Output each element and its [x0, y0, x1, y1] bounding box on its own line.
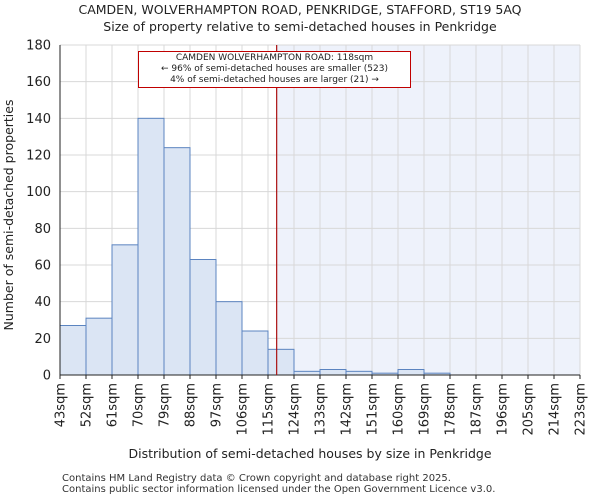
y-tick-label: 60	[34, 259, 51, 274]
histogram-bar	[189, 259, 217, 376]
property-annotation-box: CAMDEN WOLVERHAMPTON ROAD: 118sqm ← 96% …	[138, 51, 411, 88]
histogram-bar	[241, 330, 269, 376]
x-tick-label: 223sqm	[574, 383, 589, 436]
x-tick-label: 43sqm	[54, 383, 69, 427]
x-tick-label: 178sqm	[444, 383, 459, 436]
histogram-bar	[215, 301, 243, 376]
histogram-bar	[59, 325, 87, 376]
y-tick-label: 20	[34, 332, 51, 347]
x-tick-label: 205sqm	[522, 383, 537, 436]
histogram-bar	[293, 370, 321, 376]
x-tick-label: 196sqm	[496, 383, 511, 436]
x-tick-label: 106sqm	[236, 383, 251, 436]
annotation-line-2: ← 96% of semi-detached houses are smalle…	[161, 64, 388, 74]
annotation-line-1: CAMDEN WOLVERHAMPTON ROAD: 118sqm	[175, 53, 374, 63]
x-axis-label: Distribution of semi-detached houses by …	[128, 446, 491, 461]
y-axis-label: Number of semi-detached properties	[1, 100, 16, 331]
histogram-bar	[111, 244, 139, 376]
x-tick-label: 160sqm	[392, 383, 407, 436]
x-tick-label: 97sqm	[210, 383, 225, 427]
y-tick-label: 100	[26, 185, 51, 200]
footer-licence: Contains public sector information licen…	[62, 484, 496, 495]
x-tick-label: 124sqm	[288, 383, 303, 436]
y-tick-label: 40	[34, 295, 51, 310]
histogram-bar	[85, 317, 113, 376]
x-tick-label: 133sqm	[314, 383, 329, 436]
histogram-bar	[137, 117, 165, 376]
y-tick-label: 0	[43, 369, 51, 384]
histogram-bar	[319, 369, 347, 376]
x-tick-label: 70sqm	[132, 383, 147, 427]
y-tick-label: 160	[26, 75, 51, 90]
chart-title: CAMDEN, WOLVERHAMPTON ROAD, PENKRIDGE, S…	[78, 2, 522, 17]
y-tick-label: 140	[26, 112, 51, 127]
y-tick-label: 120	[26, 149, 51, 164]
x-tick-label: 61sqm	[106, 383, 121, 427]
x-tick-label: 52sqm	[80, 383, 95, 427]
x-tick-label: 187sqm	[470, 383, 485, 436]
larger-region-shade	[276, 45, 580, 375]
histogram-bar	[267, 348, 295, 376]
x-tick-label: 88sqm	[184, 383, 199, 427]
annotation-line-3: 4% of semi-detached houses are larger (2…	[170, 75, 379, 85]
x-tick-label: 115sqm	[262, 383, 277, 436]
x-tick-label: 214sqm	[548, 383, 563, 436]
x-tick-label: 169sqm	[418, 383, 433, 436]
footer-copyright: Contains HM Land Registry data © Crown c…	[62, 473, 451, 484]
histogram-bar	[163, 147, 191, 376]
histogram-bar	[397, 369, 425, 376]
histogram-bar	[345, 370, 373, 376]
y-tick-label: 80	[34, 222, 51, 237]
x-tick-label: 142sqm	[340, 383, 355, 436]
y-tick-label: 180	[26, 39, 51, 54]
x-tick-label: 151sqm	[366, 383, 381, 436]
chart-subtitle: Size of property relative to semi-detach…	[103, 19, 497, 34]
x-tick-label: 79sqm	[158, 383, 173, 427]
